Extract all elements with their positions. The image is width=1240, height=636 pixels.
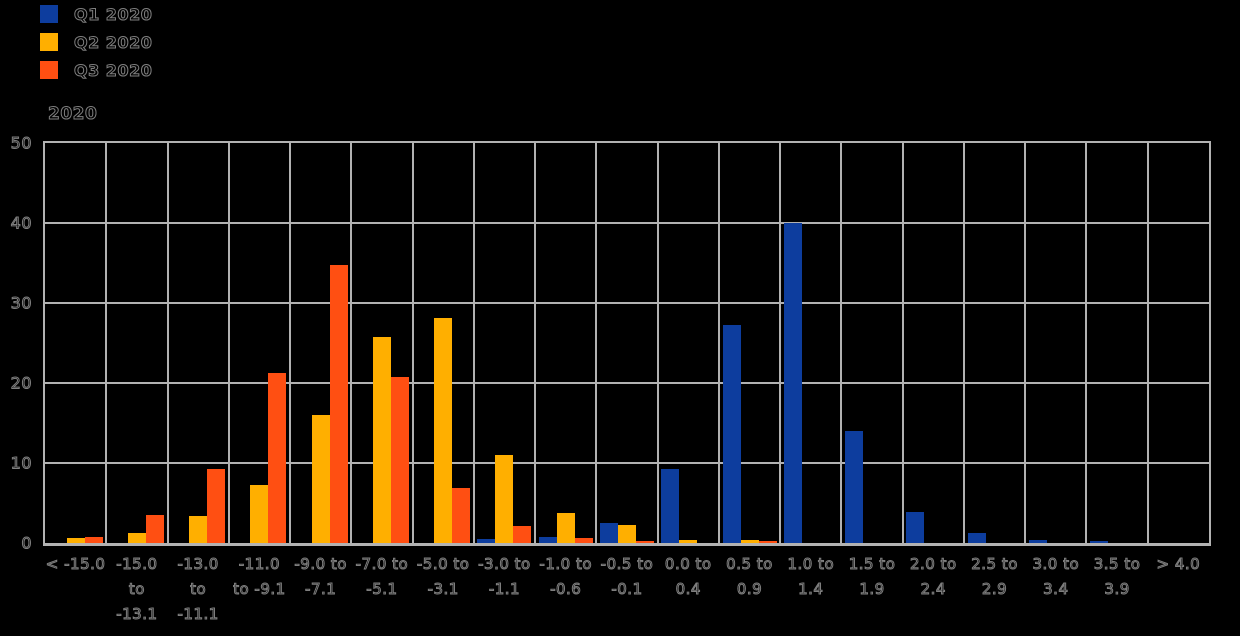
- x-tick-label-bin-18: > 4.0: [1156, 555, 1201, 574]
- bar-q2-2020-bin-4[interactable]: [311, 415, 330, 543]
- x-tick-label-bin-12: 1.0 to 1.4: [787, 555, 835, 599]
- gridline-v-15: [962, 143, 965, 543]
- bar-q1-2020-bin-17[interactable]: [1090, 541, 1109, 543]
- bar-q3-2020-bin-2[interactable]: [207, 469, 226, 543]
- bar-q2-2020-bin-6[interactable]: [434, 318, 453, 543]
- gridline-h-30: [45, 302, 1209, 304]
- x-tick-label-bin-10: 0.0 to 0.4: [664, 555, 712, 599]
- gridline-v-9: [595, 143, 598, 543]
- x-tick-label-bin-16: 3.0 to 3.4: [1032, 555, 1080, 599]
- legend-item-q2-2020[interactable]: Q2 2020: [40, 32, 153, 52]
- bar-q3-2020-bin-7[interactable]: [513, 526, 532, 543]
- legend-label-q3-2020: Q3 2020: [73, 60, 153, 80]
- gridline-v-1: [105, 143, 108, 543]
- bar-q3-2020-bin-11[interactable]: [758, 541, 777, 543]
- x-tick-label-bin-13: 1.5 to 1.9: [848, 555, 896, 599]
- y-tick-label-40: 40: [10, 213, 32, 233]
- bar-q3-2020-bin-3[interactable]: [268, 373, 287, 543]
- gridline-v-3: [227, 143, 230, 543]
- bar-q2-2020-bin-5[interactable]: [372, 337, 391, 543]
- bar-q1-2020-bin-13[interactable]: [845, 431, 864, 543]
- gridline-v-13: [840, 143, 843, 543]
- legend-item-q1-2020[interactable]: Q1 2020: [40, 4, 153, 24]
- bar-q3-2020-bin-9[interactable]: [636, 541, 654, 543]
- gridline-v-8: [534, 143, 537, 543]
- bar-q1-2020-bin-7[interactable]: [477, 539, 496, 543]
- gridline-v-7: [472, 143, 475, 543]
- bar-q1-2020-bin-16[interactable]: [1028, 540, 1047, 543]
- bar-q2-2020-bin-0[interactable]: [66, 538, 85, 543]
- x-tick-label-bin-6: -5.0 to -3.1: [416, 555, 470, 599]
- x-tick-label-bin-0: < -15.0: [45, 555, 106, 574]
- bar-q1-2020-bin-11[interactable]: [722, 325, 741, 543]
- legend-label-q2-2020: Q2 2020: [73, 32, 153, 52]
- bar-q1-2020-bin-12[interactable]: [783, 223, 802, 543]
- bar-q3-2020-bin-4[interactable]: [329, 265, 348, 543]
- legend-swatch-q1-2020: [40, 5, 58, 23]
- y-tick-label-20: 20: [10, 373, 32, 393]
- bar-q3-2020-bin-0[interactable]: [84, 537, 103, 543]
- y-tick-label-0: 0: [21, 533, 32, 553]
- gridline-v-18: [1146, 143, 1149, 543]
- bar-q1-2020-bin-10[interactable]: [661, 469, 680, 543]
- chart-legend: Q1 2020 Q2 2020 Q3 2020: [40, 4, 153, 89]
- x-tick-label-bin-5: -7.0 to -5.1: [355, 555, 409, 599]
- legend-item-q3-2020[interactable]: Q3 2020: [40, 60, 153, 80]
- x-tick-label-bin-17: 3.5 to 3.9: [1093, 555, 1141, 599]
- legend-swatch-q2-2020: [40, 33, 58, 51]
- bar-q2-2020-bin-7[interactable]: [495, 455, 514, 543]
- x-tick-label-bin-9: -0.5 to -0.1: [600, 555, 654, 599]
- bar-q3-2020-bin-6[interactable]: [452, 488, 471, 543]
- legend-label-q1-2020: Q1 2020: [73, 4, 153, 24]
- x-tick-label-bin-14: 2.0 to 2.4: [909, 555, 957, 599]
- bar-q2-2020-bin-2[interactable]: [189, 516, 208, 543]
- x-tick-label-bin-1: -15.0 to -13.1: [116, 555, 158, 624]
- x-tick-label-bin-3: -11.0 to -9.1: [233, 555, 286, 599]
- gridline-v-10: [656, 143, 659, 543]
- bar-q2-2020-bin-1[interactable]: [127, 533, 146, 543]
- gridline-h-20: [45, 382, 1209, 384]
- gridline-v-6: [411, 143, 414, 543]
- x-tick-label-bin-7: -3.0 to -1.1: [478, 555, 531, 599]
- bar-q1-2020-bin-9[interactable]: [600, 523, 618, 543]
- bar-q1-2020-bin-15[interactable]: [967, 533, 986, 543]
- bar-q3-2020-bin-8[interactable]: [574, 538, 593, 543]
- bar-q2-2020-bin-3[interactable]: [250, 485, 269, 543]
- gridline-v-16: [1024, 143, 1027, 543]
- x-tick-label-bin-4: -9.0 to -7.1: [294, 555, 347, 599]
- bar-q2-2020-bin-9[interactable]: [618, 525, 636, 543]
- bar-q1-2020-bin-8[interactable]: [538, 537, 557, 543]
- chart-title: 2020: [47, 104, 98, 125]
- bar-q2-2020-bin-11[interactable]: [740, 540, 759, 543]
- bar-q3-2020-bin-1[interactable]: [145, 515, 164, 543]
- plot-area: [43, 141, 1211, 546]
- gridline-v-14: [901, 143, 904, 543]
- gridline-v-4: [289, 143, 292, 543]
- x-tick-label-bin-8: -1.0 to -0.6: [539, 555, 593, 599]
- gridline-v-5: [350, 143, 353, 543]
- gridline-v-17: [1085, 143, 1088, 543]
- gridline-v-11: [717, 143, 720, 543]
- legend-swatch-q3-2020: [40, 61, 58, 79]
- y-tick-label-30: 30: [10, 293, 32, 313]
- y-tick-label-10: 10: [10, 453, 32, 473]
- y-tick-label-50: 50: [10, 133, 32, 153]
- gridline-h-40: [45, 222, 1209, 224]
- gridline-v-2: [166, 143, 169, 543]
- bar-q1-2020-bin-14[interactable]: [906, 512, 925, 543]
- bar-q2-2020-bin-8[interactable]: [556, 513, 575, 543]
- bar-q2-2020-bin-10[interactable]: [679, 540, 698, 543]
- x-tick-label-bin-11: 0.5 to 0.9: [726, 555, 773, 599]
- x-tick-label-bin-15: 2.5 to 2.9: [971, 555, 1018, 599]
- bar-q3-2020-bin-5[interactable]: [390, 377, 409, 543]
- gridline-v-12: [779, 143, 782, 543]
- x-tick-label-bin-2: -13.0 to -11.1: [177, 555, 219, 624]
- gridline-h-10: [45, 462, 1209, 464]
